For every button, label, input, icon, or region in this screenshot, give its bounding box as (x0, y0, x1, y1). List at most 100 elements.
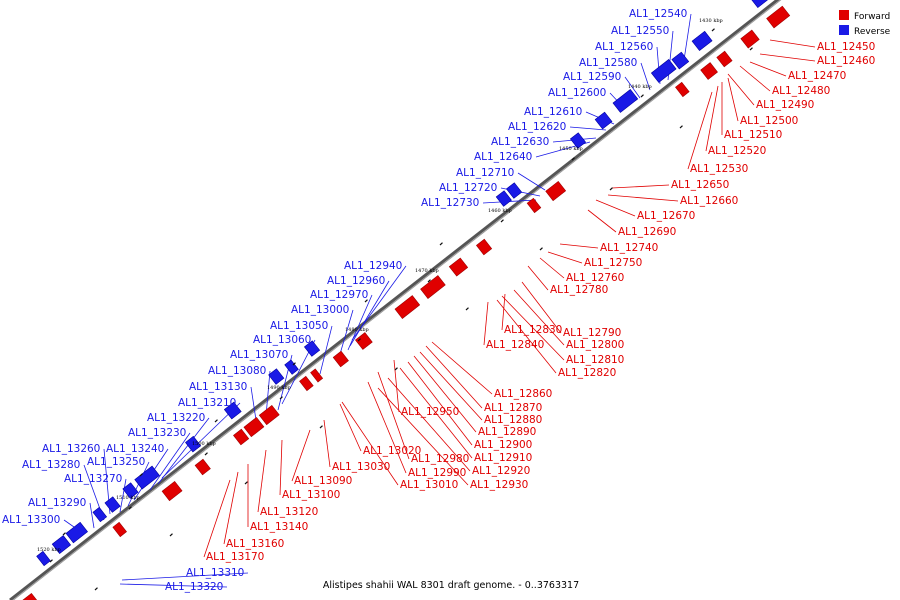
reverse-gene-block (671, 51, 690, 70)
reverse-gene-block (92, 506, 108, 523)
reverse-gene-label: AL1_13050 (270, 320, 328, 332)
scale-tick-mark (571, 157, 575, 161)
forward-leader-line (339, 403, 362, 452)
reverse-leader-line (517, 172, 546, 191)
reverse-gene-label: AL1_13060 (253, 334, 311, 346)
legend: Forward Reverse (839, 10, 891, 37)
forward-leader-line (501, 295, 565, 361)
forward-gene-label: AL1_12910 (474, 452, 532, 464)
forward-gene-label: AL1_12860 (494, 388, 552, 400)
scale-tick-mark (679, 125, 683, 129)
scale-tick-label: 1520 kbp (37, 547, 61, 553)
scale-tick-mark (214, 419, 218, 423)
legend-reverse-label: Reverse (854, 27, 891, 37)
scale-tick-mark (319, 425, 323, 429)
scale-tick-label: 1500 kbp (192, 441, 216, 447)
forward-gene-label: AL1_13140 (250, 521, 308, 533)
forward-gene-block (700, 62, 718, 80)
reverse-gene-label: AL1_13250 (87, 456, 145, 468)
reverse-leader-line (157, 417, 210, 485)
forward-leader-line (611, 184, 670, 189)
forward-leader-line (483, 301, 489, 346)
forward-gene-block (526, 197, 542, 214)
forward-gene-label: AL1_12780 (550, 284, 608, 296)
forward-gene-block (420, 275, 446, 299)
reverse-gene-block (495, 190, 512, 207)
forward-gene-label: AL1_12670 (637, 210, 695, 222)
forward-gene-label: AL1_12750 (584, 257, 642, 269)
forward-gene-label: AL1_12510 (724, 129, 782, 141)
forward-gene-label: AL1_12520 (708, 145, 766, 157)
forward-leader-line (407, 361, 473, 446)
forward-gene-block (22, 592, 38, 600)
reverse-gene-block (185, 435, 202, 453)
scale-tick-mark (439, 242, 443, 246)
scale-tick-mark (364, 299, 368, 303)
reverse-leader-line (347, 294, 373, 351)
forward-gene-block (394, 295, 421, 319)
reverse-gene-label: AL1_12730 (421, 197, 479, 209)
reverse-gene-label: AL1_13290 (28, 497, 86, 509)
reverse-leader-line (349, 280, 390, 347)
forward-gene-label: AL1_12500 (740, 115, 798, 127)
scale-tick-mark (427, 279, 431, 283)
forward-gene-label: AL1_13010 (400, 479, 458, 491)
forward-gene-label: AL1_12530 (690, 163, 748, 175)
scale-tick-mark (128, 506, 132, 510)
forward-leader-line (291, 429, 311, 482)
reverse-gene-block (65, 521, 88, 544)
reverse-leader-line (161, 402, 241, 479)
reverse-gene-label: AL1_13220 (147, 412, 205, 424)
reverse-leader-line (119, 583, 228, 588)
reverse-gene-label: AL1_12590 (563, 71, 621, 83)
reverse-leader-line (624, 76, 641, 99)
forward-leader-line (587, 209, 617, 233)
reverse-gene-label: AL1_12630 (491, 136, 549, 148)
scale-tick-mark (279, 396, 283, 400)
forward-gene-label: AL1_12980 (411, 453, 469, 465)
scale-tick-label: 1460 kbp (488, 208, 512, 214)
scale-tick-label: 1450 kbp (559, 146, 583, 152)
forward-leader-line (257, 449, 267, 513)
reverse-gene-label: AL1_12710 (456, 167, 514, 179)
forward-gene-block (258, 404, 280, 426)
reverse-gene-label: AL1_13260 (42, 443, 100, 455)
genome-caption: Alistipes shahii WAL 8301 draft genome. … (323, 580, 579, 591)
reverse-gene-block (594, 111, 613, 130)
forward-gene-label: AL1_12490 (756, 99, 814, 111)
reverse-gene-label: AL1_12640 (474, 151, 532, 163)
reverse-gene-label: AL1_13280 (22, 459, 80, 471)
forward-leader-line (749, 61, 787, 77)
forward-gene-block (310, 368, 324, 383)
scale-tick-mark (169, 533, 173, 537)
reverse-gene-block (506, 182, 523, 199)
forward-leader-line (727, 77, 739, 122)
forward-gene-label: AL1_12900 (474, 439, 532, 451)
reverse-gene-label: AL1_12610 (524, 106, 582, 118)
forward-gene-block (161, 480, 183, 502)
forward-gene-label: AL1_13160 (226, 538, 284, 550)
forward-gene-label: AL1_13100 (282, 489, 340, 501)
reverse-gene-label: AL1_13070 (230, 349, 288, 361)
forward-gene-label: AL1_12920 (472, 465, 530, 477)
forward-gene-label: AL1_12460 (817, 55, 875, 67)
forward-leader-line (521, 281, 562, 334)
reverse-gene-block (691, 30, 713, 52)
forward-gene-block (243, 416, 265, 438)
forward-leader-line (413, 355, 477, 433)
reverse-gene-label: AL1_12970 (310, 289, 368, 301)
forward-leader-line (393, 359, 400, 413)
forward-gene-label: AL1_12760 (566, 272, 624, 284)
reverse-leader-line (121, 572, 249, 581)
scale-tick-mark (49, 559, 53, 563)
forward-gene-label: AL1_12800 (566, 339, 624, 351)
reverse-gene-label: AL1_13230 (128, 427, 186, 439)
forward-gene-label: AL1_12690 (618, 226, 676, 238)
forward-leader-line (705, 85, 719, 152)
forward-leader-line (595, 199, 636, 217)
reverse-gene-block (751, 0, 768, 9)
forward-gene-label: AL1_12950 (401, 406, 459, 418)
forward-gene-block (194, 458, 211, 476)
reverse-leader-line (250, 386, 257, 421)
